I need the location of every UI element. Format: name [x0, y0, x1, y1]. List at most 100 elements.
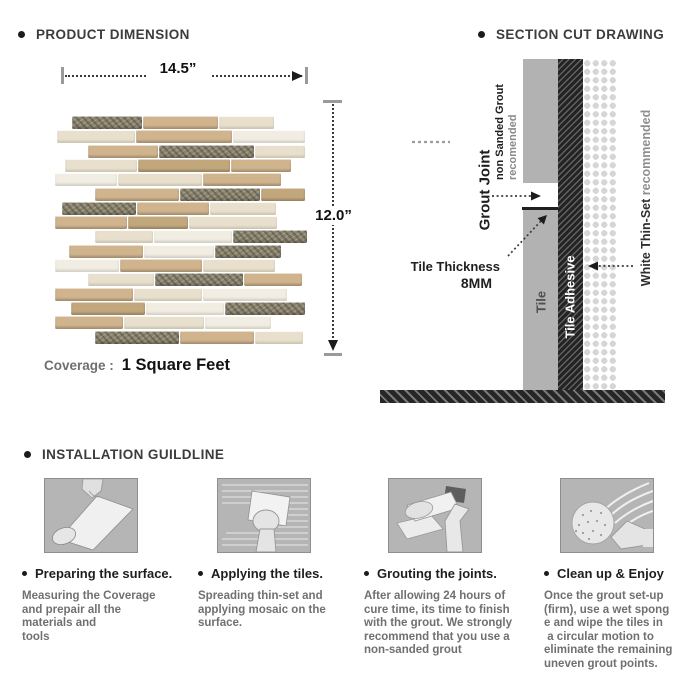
tile-strip — [62, 201, 136, 215]
tile-strip — [72, 116, 142, 129]
thickness-arrow-head — [537, 215, 547, 225]
tile-strip — [244, 273, 302, 287]
tile-strip — [255, 330, 303, 344]
tile-strip — [55, 287, 133, 301]
tile-strip — [203, 173, 281, 187]
mosaic-row — [55, 316, 271, 330]
bullet-icon — [198, 571, 203, 576]
bullet-icon — [544, 571, 549, 576]
grouting-illustration — [388, 478, 482, 553]
tile-strip — [55, 216, 127, 230]
step-title-row: Grouting the joints. — [364, 566, 532, 581]
mosaic-row — [57, 130, 305, 144]
bullet-icon — [24, 451, 31, 458]
tile-thickness-text: Tile Thickness — [410, 259, 500, 274]
tile-layer — [523, 59, 558, 390]
tile-strip — [154, 230, 232, 244]
arrow-right-icon — [292, 71, 303, 81]
arrow-down-icon — [328, 340, 338, 351]
mosaic-row — [65, 158, 291, 172]
tile-strip — [203, 259, 275, 272]
preparing-illustration — [44, 478, 138, 553]
grouting-joints-icon — [389, 479, 481, 553]
step-title: Clean up & Enjoy — [557, 566, 664, 581]
thinset-layer — [583, 59, 617, 390]
step-cleanup: Clean up & Enjoy Once the grout set-up (… — [544, 478, 700, 672]
tile-strip — [55, 316, 123, 330]
mosaic-row — [72, 116, 274, 129]
installation-heading: INSTALLATION GUILDLINE — [24, 447, 224, 462]
coverage-label: Coverage : — [44, 358, 114, 373]
tile-strip — [233, 130, 305, 144]
tile-strip — [146, 301, 224, 315]
mosaic-row — [88, 144, 305, 158]
tile-strip — [95, 330, 179, 344]
step-preparing: Preparing the surface. Measuring the Cov… — [22, 478, 190, 644]
tile-strip — [124, 316, 204, 330]
product-dimension-title: PRODUCT DIMENSION — [36, 27, 190, 42]
step-applying: Applying the tiles. Spreading thin-set a… — [198, 478, 366, 631]
bullet-icon — [22, 571, 27, 576]
bullet-icon — [18, 31, 25, 38]
dimension-end-bar — [324, 353, 342, 356]
bullet-icon — [364, 571, 369, 576]
tile-adhesive-layer — [558, 59, 583, 390]
bullet-icon — [478, 31, 485, 38]
dimension-end-bar — [305, 67, 308, 84]
tile-strip — [144, 244, 214, 258]
mosaic-row — [55, 216, 277, 230]
applying-illustration — [217, 478, 311, 553]
tile-strip — [120, 259, 202, 272]
tile-strip — [71, 301, 145, 315]
tile-strip — [95, 187, 179, 201]
tile-strip — [180, 330, 254, 344]
tile-strip — [136, 130, 232, 144]
dimension-end-bar — [323, 100, 342, 103]
tile-strip — [159, 144, 254, 158]
thinset-arrow-head — [588, 261, 598, 271]
tile-thickness-value: 8MM — [460, 275, 492, 291]
tile-strip — [219, 116, 274, 129]
tile-strip — [255, 144, 305, 158]
mosaic-row — [55, 259, 275, 272]
step-title-row: Preparing the surface. — [22, 566, 190, 581]
tile-strip — [143, 116, 218, 129]
cleanup-sponge-icon — [561, 479, 654, 552]
preparing-surface-icon — [45, 478, 137, 552]
mosaic-row — [55, 173, 281, 187]
step-description: Measuring the Coverage and prepair all t… — [22, 590, 156, 643]
mosaic-row — [69, 244, 281, 258]
step-description: Once the grout set-up (firm), use a wet … — [544, 590, 673, 670]
tile-strip — [69, 244, 143, 258]
section-annotation-arrows — [412, 140, 633, 271]
tile-strip — [231, 158, 291, 172]
tile-strip — [137, 201, 209, 215]
dimension-end-bar — [61, 67, 64, 84]
tile-thickness-label: Tile Thickness 8MM — [384, 259, 500, 291]
tile-strip — [261, 187, 305, 201]
tile-strip — [88, 144, 158, 158]
tile-strip — [57, 130, 135, 144]
floor-bar — [380, 390, 665, 403]
mosaic-row — [71, 301, 305, 315]
step-title-row: Applying the tiles. — [198, 566, 366, 581]
height-dimension-label: 12.0” — [310, 206, 357, 225]
mosaic-row — [95, 187, 305, 201]
coverage-value: 1 Square Feet — [121, 356, 230, 374]
section-cut-heading: SECTION CUT DRAWING — [478, 27, 664, 42]
coverage-line: Coverage : 1 Square Feet — [44, 356, 230, 375]
tile-strip — [225, 301, 305, 315]
installation-title: INSTALLATION GUILDLINE — [42, 447, 225, 462]
grout-joint-gap — [523, 183, 558, 207]
tile-strip — [205, 316, 271, 330]
tile-strip — [55, 259, 119, 272]
mosaic-row — [62, 201, 276, 215]
tile-strip — [118, 173, 202, 187]
tile-strip — [203, 287, 287, 301]
step-title: Applying the tiles. — [211, 566, 323, 581]
tile-strip — [180, 187, 260, 201]
tile-strip — [128, 216, 188, 230]
tile-edge-line — [522, 207, 559, 210]
step-description: After allowing 24 hours of cure time, it… — [364, 590, 513, 657]
